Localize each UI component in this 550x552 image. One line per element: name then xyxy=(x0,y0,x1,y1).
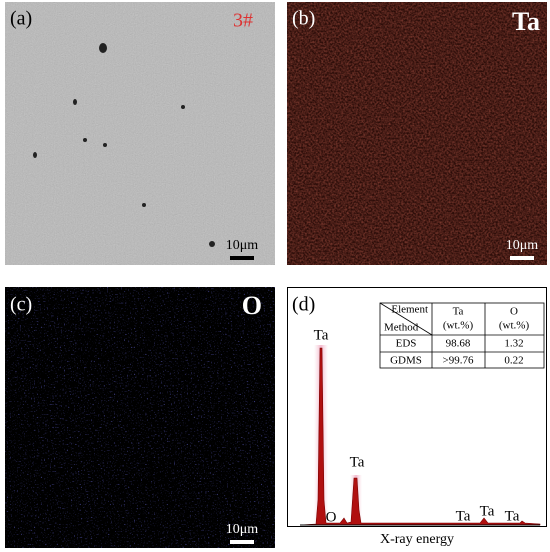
spectrum-frame xyxy=(287,287,547,527)
table-header: O xyxy=(510,306,518,318)
table-cell: EDS xyxy=(396,338,417,350)
table-cell: 0.22 xyxy=(504,355,523,367)
scale-bar-label: 10μm xyxy=(226,522,259,537)
table-cell: 1.32 xyxy=(504,338,523,350)
table xyxy=(379,302,545,369)
table-corner: Method xyxy=(384,322,419,334)
element-label: O xyxy=(242,291,262,320)
table-corner: Element xyxy=(391,304,428,316)
panel-label: (a) xyxy=(10,8,32,30)
panel-label: (b) xyxy=(292,8,315,30)
scale-bar xyxy=(230,256,254,260)
peak-label: Ta xyxy=(505,508,520,524)
peak-label: O xyxy=(326,509,337,525)
peak-label: Ta xyxy=(350,454,365,470)
ta-texture xyxy=(287,2,547,265)
spectrum xyxy=(299,347,541,526)
table-cell: >99.76 xyxy=(443,355,474,367)
pores xyxy=(33,43,215,247)
panel-d: (d) Ta Ta O Ta Ta Ta Element Method Ta (… xyxy=(287,287,547,547)
x-axis-label: X-ray energy xyxy=(380,532,454,547)
sem-texture xyxy=(5,2,275,265)
panel-b: (b) Ta 10μm xyxy=(287,2,547,265)
table-header: Ta xyxy=(453,306,464,318)
scale-bar xyxy=(510,256,534,260)
scale-bar-label: 10μm xyxy=(506,238,539,253)
panel-label: (c) xyxy=(10,294,32,316)
sample-label: 3# xyxy=(233,10,253,32)
peak-label: Ta xyxy=(314,327,329,343)
table-cell: GDMS xyxy=(390,355,422,367)
peak-label: Ta xyxy=(480,503,495,519)
panel-label: (d) xyxy=(292,294,315,316)
table-header: (wt.%) xyxy=(499,320,530,332)
scale-bar xyxy=(230,540,254,544)
o-texture xyxy=(5,287,275,548)
panel-c: (c) O 10μm xyxy=(5,287,275,548)
scale-bar-label: 10μm xyxy=(226,238,259,253)
element-label: Ta xyxy=(512,7,540,36)
peak-label: Ta xyxy=(456,508,471,524)
table-header: (wt.%) xyxy=(443,320,474,332)
panel-a: (a) 3# 10μm xyxy=(5,2,275,265)
table-cell: 98.68 xyxy=(446,338,471,350)
